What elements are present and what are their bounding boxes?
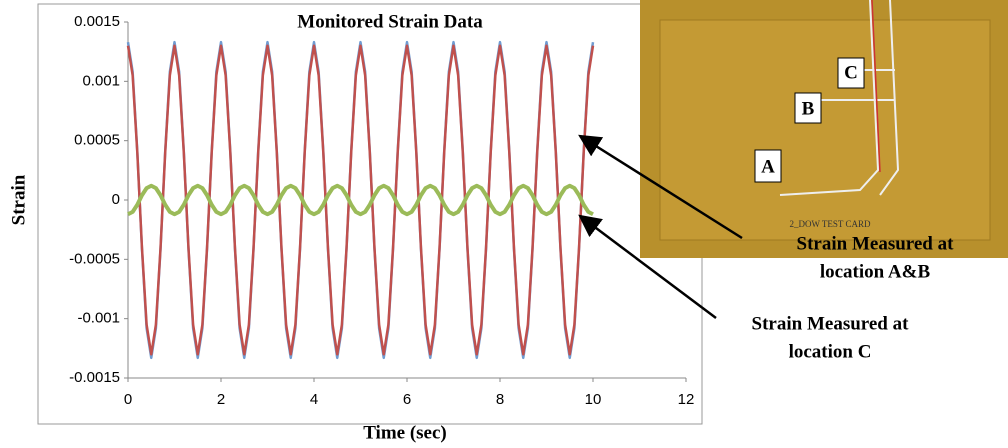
label-box bbox=[754, 149, 782, 183]
x-tick-label: 6 bbox=[403, 391, 411, 408]
chart-frame bbox=[37, 3, 703, 425]
y-tick-label: 0.0005 bbox=[74, 132, 120, 149]
annotation-arrow bbox=[578, 134, 743, 240]
label-box bbox=[837, 57, 865, 89]
y-axis-label: Strain bbox=[8, 174, 29, 225]
x-tick-label: 0 bbox=[124, 391, 132, 408]
title-bg bbox=[255, 10, 525, 36]
wires bbox=[779, 0, 900, 196]
label-box bbox=[794, 92, 822, 124]
y-tick-label: 0 bbox=[112, 191, 120, 208]
y-tick-label: -0.0005 bbox=[69, 250, 120, 267]
y-tick-label: -0.001 bbox=[77, 310, 120, 327]
annotation: location A&B bbox=[820, 261, 931, 282]
plot bbox=[126, 40, 595, 360]
x-tick-label: 12 bbox=[678, 391, 695, 408]
y-tick-label: 0.0015 bbox=[74, 13, 120, 30]
annotation-arrow bbox=[578, 214, 717, 319]
x-tick-label: 10 bbox=[585, 391, 602, 408]
photo-label: A bbox=[761, 156, 775, 177]
y-tick-label: -0.0015 bbox=[69, 369, 120, 386]
x-axis-label: Time (sec) bbox=[363, 422, 447, 443]
photo-label: C bbox=[844, 62, 858, 83]
wire-red bbox=[871, 0, 881, 173]
annotation: Strain Measured at bbox=[752, 313, 910, 334]
photo-label: B bbox=[802, 98, 815, 119]
x-tick-label: 4 bbox=[310, 391, 318, 408]
annotation: location C bbox=[789, 341, 872, 362]
photo-caption: 2_DOW TEST CARD bbox=[789, 219, 871, 229]
y-tick-label: 0.001 bbox=[82, 72, 120, 89]
series-line bbox=[126, 44, 595, 356]
chart-title: Monitored Strain Data bbox=[297, 11, 483, 32]
x-tick-label: 2 bbox=[217, 391, 225, 408]
x-tick-label: 8 bbox=[496, 391, 504, 408]
series-line bbox=[127, 183, 594, 217]
annotation: Strain Measured at bbox=[797, 233, 955, 254]
test-card bbox=[659, 19, 991, 241]
photo: A B C 2_DOW TEST CARD bbox=[640, 0, 1008, 258]
